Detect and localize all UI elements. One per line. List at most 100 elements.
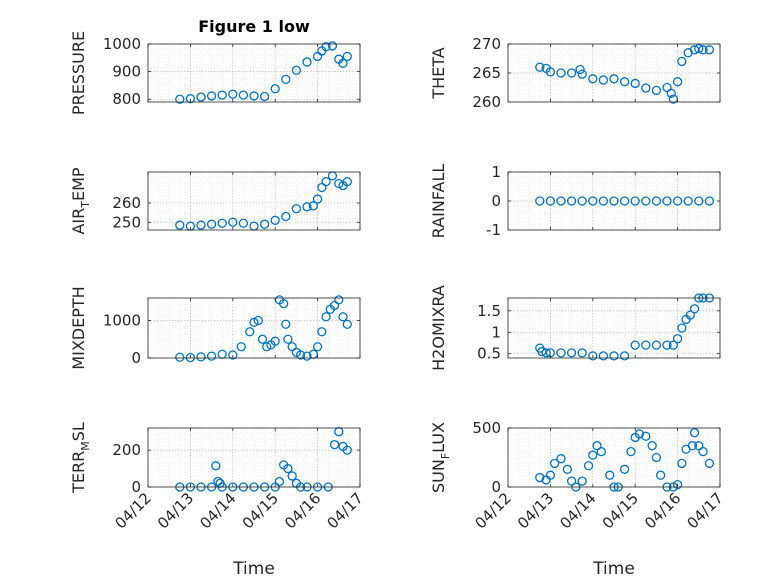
data-point (689, 304, 700, 314)
y-tick-label: 0.5 (477, 345, 501, 363)
data-point (274, 476, 285, 487)
data-point (605, 470, 615, 480)
x-tick-label: 04/15 (599, 489, 642, 532)
data-point (566, 348, 577, 358)
x-tick-label: 04/17 (684, 489, 727, 532)
data-point (217, 218, 227, 228)
data-point (253, 315, 263, 326)
data-point (281, 319, 291, 329)
y-tick-label: 200 (112, 441, 141, 459)
data-point (641, 340, 651, 350)
data-point (704, 458, 715, 469)
data-point (577, 196, 587, 206)
data-point (541, 348, 551, 358)
data-point (302, 351, 312, 361)
data-point (329, 439, 340, 450)
data-point (249, 91, 259, 101)
data-point (535, 196, 545, 206)
data-point (641, 83, 651, 93)
subplot-pressure: 800 900 1000 PRESSURE Figure 1 low (69, 17, 361, 115)
data-point (238, 90, 249, 100)
data-point (545, 470, 556, 480)
y-tick-label: 250 (112, 213, 141, 231)
axes-box (147, 171, 361, 231)
subplot-rainfall: -1 0 1 RAINFALL (429, 163, 721, 239)
data-point (588, 450, 598, 460)
data-point (270, 215, 280, 225)
data-point (677, 458, 687, 469)
data-point (577, 348, 587, 358)
data-point (666, 88, 676, 98)
data-point (687, 441, 698, 451)
y-tick-label: 1 (491, 163, 501, 181)
data-point (236, 342, 246, 352)
y-axis-label: H2OMIXRA (429, 285, 448, 371)
axes-box (507, 297, 721, 359)
data-point (641, 196, 651, 206)
y-tick-label: 0 (491, 478, 501, 496)
data-point (626, 446, 636, 457)
data-point (655, 470, 666, 480)
data-point (228, 350, 238, 360)
data-point (619, 464, 630, 474)
subplot-theta: 260 265 270 THETA (429, 35, 721, 111)
x-tick-label: 04/17 (324, 489, 367, 532)
data-point (327, 41, 338, 51)
data-point (672, 479, 683, 490)
data-point (338, 312, 348, 322)
data-point (196, 92, 206, 102)
data-point (259, 91, 270, 102)
y-tick-label: 800 (112, 90, 141, 108)
data-point (685, 310, 695, 320)
data-point (677, 56, 687, 67)
x-axis-label: Time (232, 559, 275, 579)
data-point (206, 219, 217, 229)
chart-title: Figure 1 low (198, 17, 310, 36)
data-point (704, 45, 715, 55)
y-tick-label: 270 (472, 35, 501, 53)
x-tick-label: 04/15 (239, 489, 282, 532)
data-point (583, 461, 594, 471)
data-point (651, 452, 662, 463)
y-tick-label: 260 (472, 93, 501, 111)
data-point (609, 351, 619, 361)
data-point (238, 218, 249, 228)
data-point (317, 327, 327, 337)
data-point (302, 202, 312, 212)
data-point (308, 201, 319, 211)
data-point (206, 351, 217, 361)
data-point (562, 464, 573, 474)
axes-box (147, 427, 361, 488)
data-point (249, 317, 259, 328)
data-point (647, 441, 657, 451)
data-point (598, 75, 609, 85)
data-point (291, 65, 302, 75)
axes-box (147, 43, 361, 103)
y-tick-label: 0 (131, 478, 141, 496)
data-point (206, 91, 217, 101)
data-point (556, 348, 566, 358)
data-point (185, 94, 196, 104)
data-point (577, 476, 587, 486)
y-tick-label: -1 (486, 221, 501, 239)
data-point (270, 84, 280, 94)
data-point (596, 446, 606, 457)
y-tick-label: 260 (112, 194, 141, 212)
axes-box (507, 427, 721, 488)
data-point (566, 68, 577, 78)
data-point (672, 334, 683, 344)
data-point (257, 334, 268, 344)
data-point (270, 336, 280, 346)
data-point (281, 211, 291, 222)
y-axis-label: PRESSURE (69, 31, 88, 115)
data-point (175, 352, 185, 362)
data-point (545, 67, 556, 77)
data-point (279, 298, 289, 309)
data-point (321, 42, 331, 52)
y-tick-label: 500 (472, 419, 501, 437)
x-tick-label: 04/16 (641, 489, 684, 532)
data-point (609, 196, 619, 206)
